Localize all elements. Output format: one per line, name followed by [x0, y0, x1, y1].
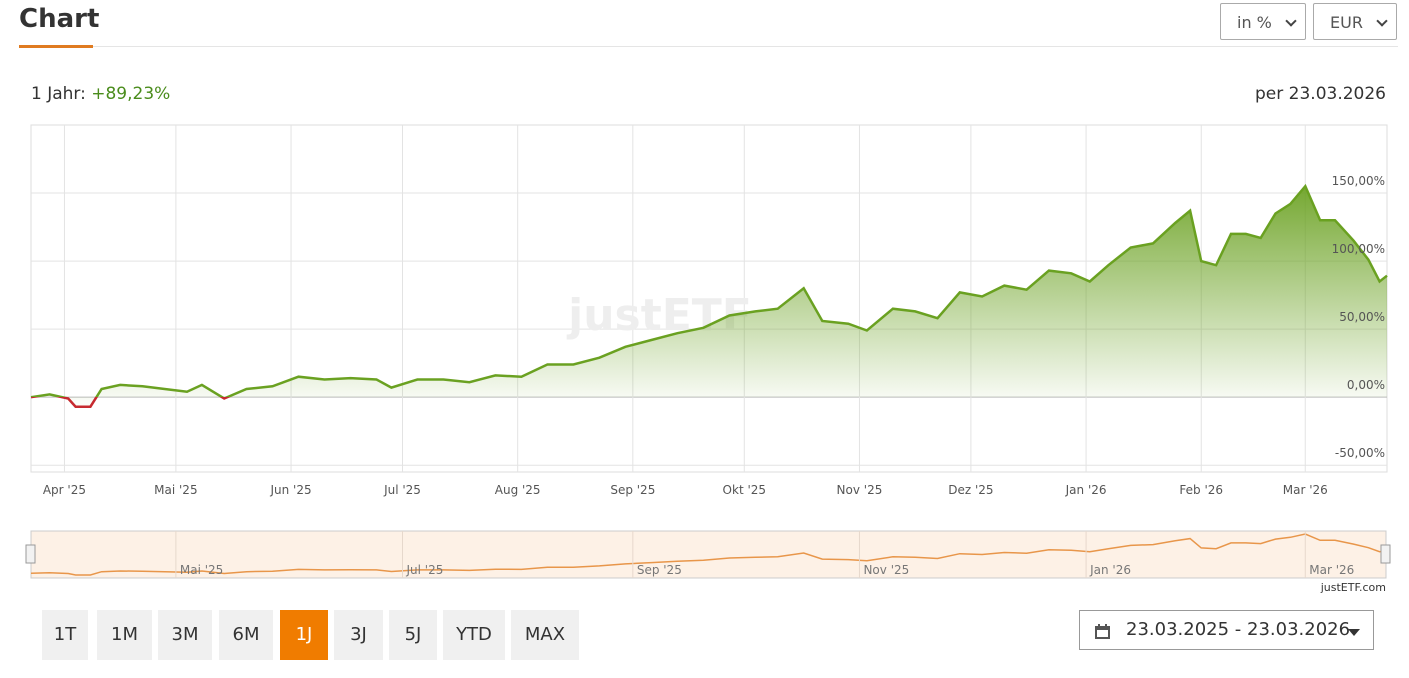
calendar-icon: [1095, 624, 1110, 639]
currency-select[interactable]: EUR: [1313, 3, 1397, 40]
navigator-line: [30, 533, 1388, 576]
range-button[interactable]: 6M: [219, 610, 273, 660]
navigator-tick-label: Jan '26: [1089, 563, 1131, 577]
range-button[interactable]: 5J: [389, 610, 437, 660]
range-button[interactable]: 1T: [42, 610, 88, 660]
x-tick-label: Aug '25: [495, 483, 541, 497]
y-tick-label: -50,00%: [1335, 446, 1385, 460]
as-of-date: per 23.03.2026: [1255, 84, 1386, 104]
navigator-tick-label: Nov '25: [863, 563, 909, 577]
y-tick-label: 150,00%: [1332, 174, 1385, 188]
title-underline: [19, 45, 93, 48]
chart: justETF Mai '25 Jul '25 Sep '25 Nov '25 Jan …: [25, 124, 1391, 594]
date-range-picker[interactable]: 23.03.2025 - 23.03.2026: [1079, 610, 1374, 650]
y-tick-label: 100,00%: [1332, 242, 1385, 256]
x-tick-label: Jun '25: [269, 483, 311, 497]
title: Chart: [19, 4, 100, 34]
credit: justETF.com: [1320, 581, 1386, 594]
x-tick-label: Sep '25: [610, 483, 655, 497]
navigator-tick-label: Jul '25: [406, 563, 444, 577]
x-tick-label: Okt '25: [723, 483, 766, 497]
divider: [19, 46, 1398, 47]
summary: 1 Jahr: +89,23%: [31, 84, 170, 104]
x-tick-label: Mai '25: [154, 483, 197, 497]
x-tick-label: Apr '25: [43, 483, 86, 497]
dropdown-caret: [1348, 629, 1360, 636]
x-tick-label: Dez '25: [948, 483, 993, 497]
y-tick-label: 0,00%: [1347, 378, 1385, 392]
range-button[interactable]: MAX: [511, 610, 579, 660]
x-tick-label: Mar '26: [1283, 483, 1328, 497]
x-tick-label: Jul '25: [383, 483, 421, 497]
navigator-tick-label: Mar '26: [1309, 563, 1354, 577]
navigator[interactable]: [30, 530, 1387, 579]
y-tick-label: 50,00%: [1339, 310, 1385, 324]
range-button[interactable]: YTD: [443, 610, 505, 660]
unit-select[interactable]: in %: [1220, 3, 1306, 40]
navigator-tick-label: Mai '25: [180, 563, 223, 577]
navigator-handle[interactable]: [25, 544, 36, 564]
area: [31, 186, 1387, 407]
range-button[interactable]: 1M: [97, 610, 152, 660]
range-button[interactable]: 3J: [334, 610, 383, 660]
x-tick-label: Nov '25: [837, 483, 883, 497]
period-return: +89,23%: [91, 84, 171, 104]
navigator-tick-label: Sep '25: [637, 563, 682, 577]
line: [30, 183, 1388, 408]
range-button[interactable]: 3M: [158, 610, 212, 660]
x-tick-label: Jan '26: [1065, 483, 1107, 497]
navigator-handle[interactable]: [1380, 544, 1391, 564]
x-tick-label: Feb '26: [1179, 483, 1223, 497]
range-button[interactable]: 1J: [280, 610, 328, 660]
period-label: 1 Jahr:: [31, 84, 86, 104]
